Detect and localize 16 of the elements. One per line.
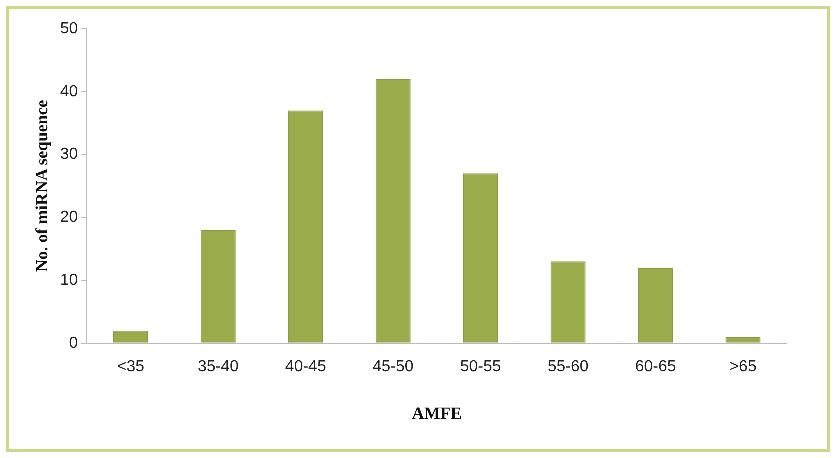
y-axis-title: No. of miRNA sequence [32,100,52,272]
y-tick-label: 20 [60,209,78,226]
x-tick-label: 45-50 [372,358,414,376]
x-tick-label: 40-45 [285,358,326,376]
y-tick-label: 30 [60,146,78,164]
y-tick-label: 0 [69,334,78,352]
y-tick-label: 50 [60,20,78,38]
x-tick-label: 35-40 [198,358,239,376]
x-tick-label: 60-65 [635,358,676,376]
x-tick-label: 55-60 [548,358,589,376]
x-tick-label: <35 [117,358,145,376]
x-tick-label: 50-55 [460,358,502,376]
x-tick-label: >65 [730,358,757,376]
y-tick-label: 40 [60,83,78,100]
x-axis-title: AMFE [412,404,462,424]
y-tick-label: 10 [60,272,78,289]
